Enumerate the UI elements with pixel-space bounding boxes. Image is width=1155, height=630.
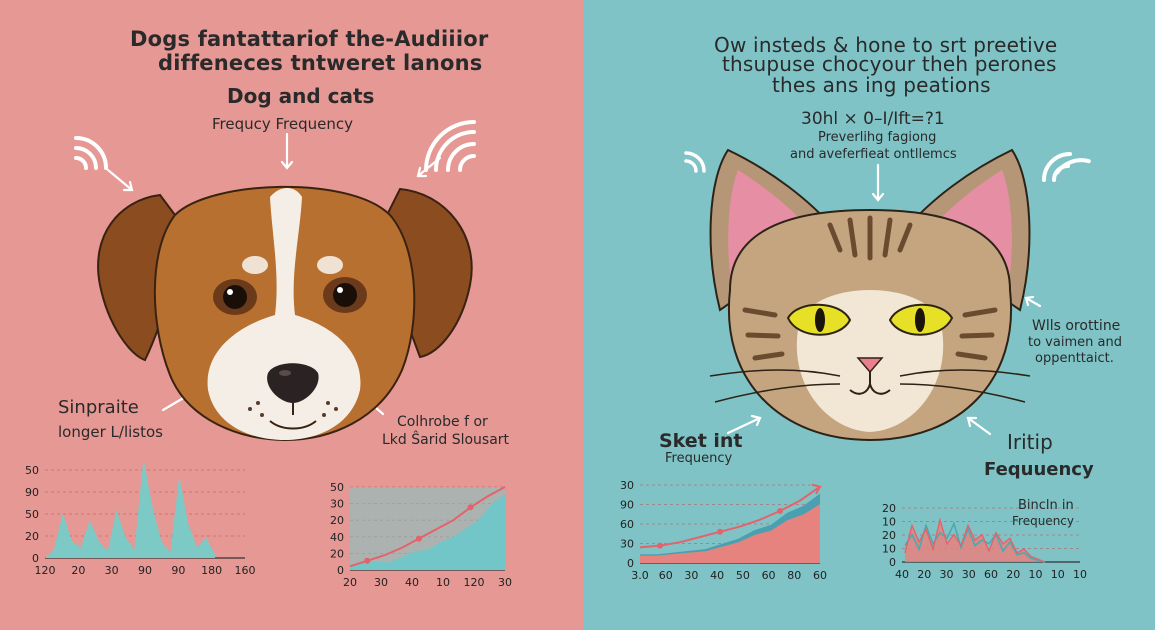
chart3-xtick: 40: [710, 569, 724, 582]
left-title-line-1: Dogs fantattarіof the-Audiiior: [130, 27, 489, 51]
chart3-xtick: 80: [787, 569, 801, 582]
chart-cat-rising: 30 90 60 30 03.0 60 30 40 50 60 80 60: [620, 479, 827, 582]
right-title-line-1: Ow insteds & hone to srt preetive: [714, 33, 1058, 57]
chart3-ytick: 0: [627, 557, 634, 570]
chart2-xtick: 40: [405, 576, 419, 589]
chart1-xtick: 90: [138, 564, 152, 577]
left-sound-waves-icon: [74, 136, 108, 170]
chart1-xtick: 90: [171, 564, 185, 577]
left-right-label-line-2: Lkd Ŝarid Slousart: [382, 432, 510, 448]
chart3-point: [717, 528, 723, 535]
chart3-ytick: 30: [620, 538, 634, 551]
chart4-legend-line-1: Bincln in: [1018, 498, 1074, 513]
right-label-right-line-1: Iritip: [1007, 430, 1053, 454]
right-note-line-3: oppenttaict.: [1035, 351, 1114, 366]
right-formula: 30hl × 0–I/Ift=?1: [801, 109, 945, 129]
chart4-xtick: 10: [1073, 568, 1087, 581]
left-label-line-2: longer L/listos: [58, 423, 163, 441]
chart4-xtick: 10: [1029, 568, 1043, 581]
chart1-xtick: 120: [35, 564, 56, 577]
chart4-line-a: [904, 517, 1046, 563]
chart2-xtick: 10: [436, 576, 450, 589]
dog-face-illustration: [97, 185, 473, 442]
chart2-ytick: 20: [330, 547, 344, 560]
chart4-ytick: 20: [882, 502, 896, 515]
chart1-ytick: 50: [25, 464, 39, 477]
chart4-xtick: 10: [1051, 568, 1065, 581]
right-note-line-2: to vaimen and: [1028, 335, 1122, 350]
cat-face-illustration: [709, 148, 1031, 442]
chart2-xtick: 30: [374, 576, 388, 589]
chart3-xtick: 60: [659, 569, 673, 582]
chart4-ytick: 0: [889, 556, 896, 569]
chart4-xtick: 30: [940, 568, 954, 581]
chart3-ytick: 60: [620, 518, 634, 531]
chart3-xtick: 30: [684, 569, 698, 582]
right-sound-waves-left-icon: [424, 120, 476, 172]
chart3-ytick: 30: [620, 479, 634, 492]
right-label-left-line-2: Frequency: [665, 451, 733, 466]
left-title-line-2: diffeneces tntwerеt lanons: [158, 51, 483, 75]
chart4-xtick: 20: [917, 568, 931, 581]
chart2-ytick: 40: [330, 531, 344, 544]
chart2-ytick: 50: [330, 481, 344, 494]
chart1-ytick: 20: [25, 530, 39, 543]
chart3-line: [639, 485, 821, 549]
chart2-point: [467, 504, 474, 511]
chart3-xtick: 3.0: [631, 569, 649, 582]
chart3-xtick: 60: [762, 569, 776, 582]
chart4-xtick: 40: [895, 568, 909, 581]
chart4-ytick: 10: [882, 516, 896, 529]
chart3-xtick: 60: [813, 569, 827, 582]
right-title-line-2: thsupuse chocyour theh perones: [722, 52, 1057, 76]
chart1-ytick: 90: [25, 486, 39, 499]
chart3-point: [777, 508, 783, 514]
left-right-label-line-1: Colhrobe f or: [397, 414, 488, 430]
right-note-line-1: Wlls orottine: [1032, 318, 1121, 334]
chart3-area-front: [640, 504, 820, 563]
chart4-xtick: 60: [984, 568, 998, 581]
right-label-right-line-2: Fequuency: [984, 459, 1094, 480]
chart1-area: [45, 458, 215, 558]
chart4-xtick: 20: [1006, 568, 1020, 581]
chart3-xtick: 50: [736, 569, 750, 582]
chart2-xtick: 20: [343, 576, 357, 589]
chart1-xtick: 30: [105, 564, 119, 577]
cat-sound-waves-left-icon: [684, 151, 706, 173]
chart4-xtick: 30: [962, 568, 976, 581]
chart1-xtick: 180: [201, 564, 222, 577]
chart4-area-a: [905, 520, 1045, 562]
chart1-xtick: 160: [235, 564, 256, 577]
chart3-arrowhead: [811, 483, 822, 495]
right-label-left-line-1: Sket int: [659, 430, 743, 452]
chart1-ytick: 50: [25, 508, 39, 521]
chart3-ytick: 90: [620, 499, 634, 512]
chart2-point: [364, 557, 371, 564]
chart3-point: [657, 542, 663, 549]
chart4-legend-line-2: Frequency: [1012, 514, 1074, 528]
chart4-ytick: 20: [882, 529, 896, 542]
left-label-line-1: Sinpraite: [58, 397, 139, 418]
chart2-xtick: 30: [498, 576, 512, 589]
right-formula-sub-1: Preverlihg fagiong: [818, 130, 937, 145]
chart2-ytick: 0: [337, 564, 344, 577]
cat-sound-waves-right-icon: [1042, 152, 1091, 182]
chart2-ytick: 20: [330, 514, 344, 527]
right-title-line-3: thes ans ing peations: [772, 73, 991, 97]
chart2-ytick: 30: [330, 498, 344, 511]
right-formula-sub-2: and aveferfieat ontllemcs: [790, 147, 957, 162]
chart2-point: [415, 535, 422, 542]
chart1-ytick: 0: [32, 552, 39, 565]
chart4-line-b: [904, 521, 1046, 563]
chart1-xtick: 20: [71, 564, 85, 577]
left-heading: Dog and cats: [227, 84, 375, 108]
left-subheading: Frequcy Frequency: [212, 115, 354, 133]
chart2-line: [349, 486, 506, 568]
chart2-xtick: 120: [464, 576, 485, 589]
chart4-ytick: 10: [882, 543, 896, 556]
